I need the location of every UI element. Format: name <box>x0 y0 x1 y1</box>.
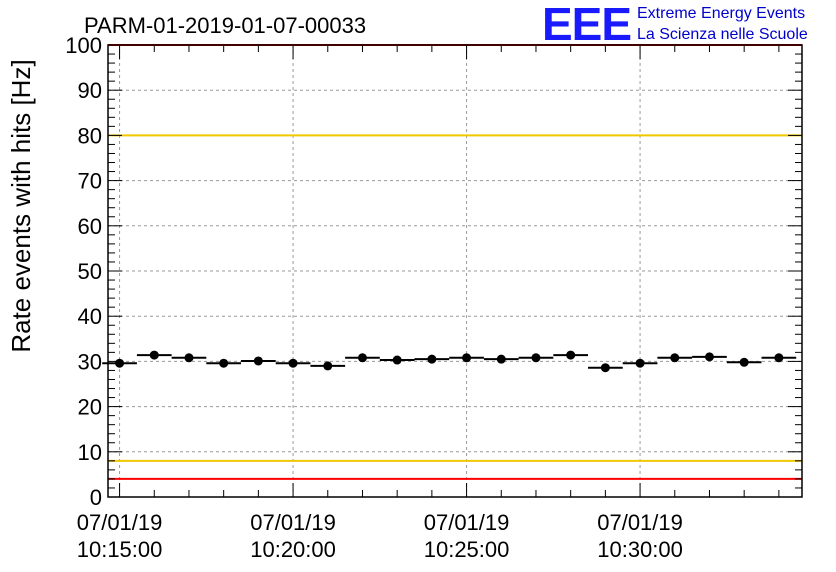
y-tick-label: 20 <box>78 395 102 420</box>
data-point <box>427 354 437 364</box>
data-point <box>739 357 749 367</box>
x-ticks: 07/01/1910:15:0007/01/1910:20:0007/01/19… <box>77 45 780 562</box>
data-point <box>115 358 125 368</box>
x-tick-label-time: 10:20:00 <box>250 537 336 562</box>
data-point <box>566 350 576 360</box>
data-point <box>670 353 680 363</box>
y-tick-label: 80 <box>78 123 102 148</box>
x-tick-label-date: 07/01/19 <box>424 510 510 535</box>
y-tick-label: 70 <box>78 169 102 194</box>
data-point <box>600 363 610 373</box>
reference-lines <box>108 44 802 480</box>
data-point <box>357 353 367 363</box>
y-axis-label: Rate events with hits [Hz] <box>6 59 36 352</box>
y-tick-label: 100 <box>65 33 102 58</box>
x-tick-label-time: 10:30:00 <box>597 537 683 562</box>
grid <box>108 45 802 497</box>
x-tick-label-time: 10:15:00 <box>77 537 163 562</box>
y-tick-label: 50 <box>78 259 102 284</box>
eee-logo: EEE <box>542 0 631 50</box>
y-tick-label: 90 <box>78 78 102 103</box>
y-tick-label: 10 <box>78 440 102 465</box>
data-point <box>704 352 714 362</box>
data-point <box>774 353 784 363</box>
data-point <box>219 358 229 368</box>
chart-title: PARM-01-2019-01-07-00033 <box>84 13 366 38</box>
x-tick-label-date: 07/01/19 <box>77 510 163 535</box>
data-point <box>253 356 263 366</box>
data-point <box>635 358 645 368</box>
x-tick-label-date: 07/01/19 <box>597 510 683 535</box>
y-tick-label: 60 <box>78 214 102 239</box>
data-point <box>496 354 506 364</box>
x-tick-label-time: 10:25:00 <box>424 537 510 562</box>
data-point <box>184 353 194 363</box>
data-point <box>531 353 541 363</box>
data-point <box>462 353 472 363</box>
y-tick-label: 40 <box>78 304 102 329</box>
y-tick-label: 0 <box>90 485 102 510</box>
y-ticks: 0 10 20 30 40 50 60 70 80 90 100 <box>65 33 802 510</box>
eee-branding: EEE Extreme Energy Events La Scienza nel… <box>542 0 808 50</box>
brand-line-1: Extreme Energy Events <box>637 5 805 22</box>
data-points <box>102 350 797 373</box>
data-point <box>392 355 402 365</box>
brand-line-2: La Scienza nelle Scuole <box>637 26 808 43</box>
data-point <box>288 358 298 368</box>
data-point <box>323 361 333 371</box>
x-tick-label-date: 07/01/19 <box>250 510 336 535</box>
data-point <box>149 350 159 360</box>
y-tick-label: 30 <box>78 349 102 374</box>
